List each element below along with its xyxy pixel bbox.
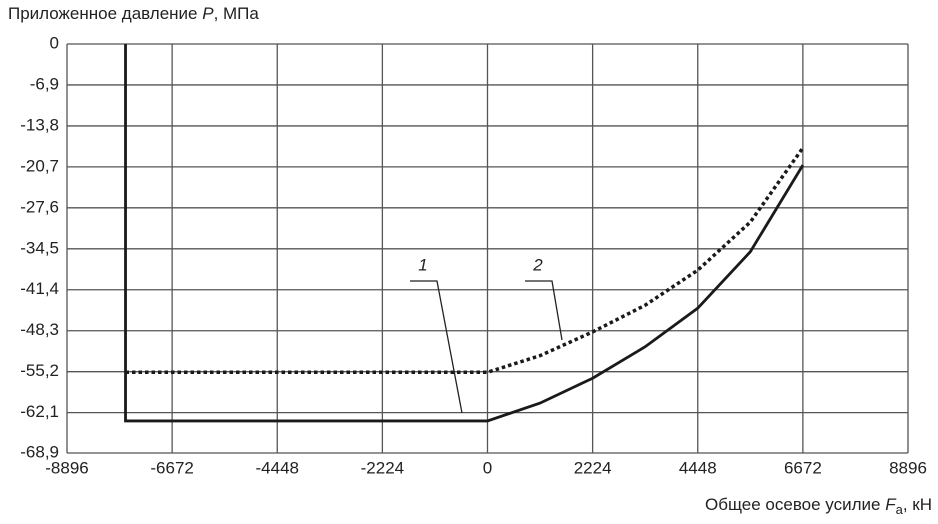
leader-line	[525, 280, 563, 341]
line-series	[124, 44, 805, 423]
y-tick-label: -48,3	[20, 320, 59, 339]
x-tick-label: 4448	[679, 458, 717, 477]
x-tick-label: 2224	[574, 458, 612, 477]
x-tick-label: 6672	[784, 458, 822, 477]
y-tick-label: -6,9	[30, 74, 59, 93]
x-axis-label: Общее осевое усилие Fa, кН	[705, 495, 932, 517]
y-tick-label: -68,9	[20, 442, 59, 461]
curve-label: 2	[532, 255, 543, 274]
x-tick-label: -4448	[256, 458, 299, 477]
curve-label: 1	[418, 255, 427, 274]
x-tick-label: 0	[483, 458, 492, 477]
y-tick-label: -20,7	[20, 156, 59, 175]
x-tick-label: -8896	[45, 458, 88, 477]
x-tick-label: 8896	[889, 458, 927, 477]
y-tick-label: -55,2	[20, 361, 59, 380]
y-tick-label: -27,6	[20, 197, 59, 216]
x-tick-label: -2224	[361, 458, 404, 477]
x-tick-label: -6672	[150, 458, 193, 477]
y-tick-label: -62,1	[20, 402, 59, 421]
y-tick-label: -34,5	[20, 238, 59, 257]
y-axis-label: Приложенное давление P, МПа	[8, 4, 259, 23]
line-series	[125, 146, 805, 375]
leader-line	[410, 280, 463, 414]
y-tick-label: 0	[50, 33, 59, 52]
y-tick-label: -13,8	[20, 115, 59, 134]
y-tick-label: -41,4	[20, 279, 59, 298]
